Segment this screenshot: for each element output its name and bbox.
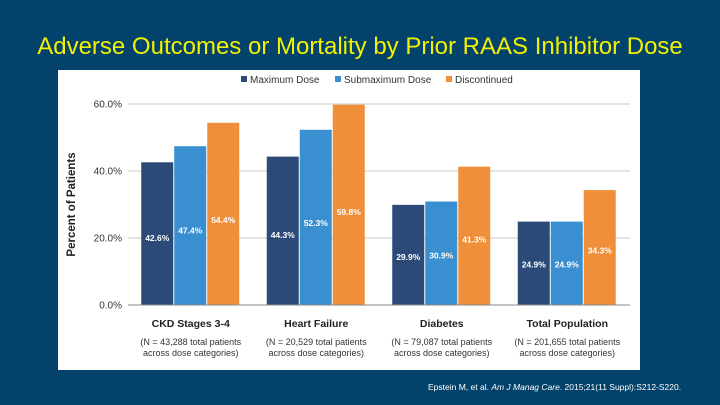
bar-data-label: 24.9% — [555, 259, 580, 269]
x-category-note-line1: (N = 79,087 total patients — [391, 337, 492, 347]
y-tick-label: 20.0% — [94, 234, 122, 245]
legend-swatch-2 — [446, 76, 452, 82]
bar-data-label: 44.3% — [271, 230, 296, 240]
x-category-note-line1: (N = 201,655 total patients — [514, 337, 620, 347]
bar-2-0 — [207, 122, 240, 305]
y-tick-label: 0.0% — [99, 301, 122, 312]
legend-label-1: Submaximum Dose — [344, 75, 432, 86]
x-category-label: CKD Stages 3-4 — [152, 318, 230, 330]
bar-data-label: 41.3% — [462, 235, 487, 245]
slide-title: Adverse Outcomes or Mortality by Prior R… — [37, 33, 683, 60]
x-category-note-line2: across dose categories) — [519, 348, 615, 358]
bar-data-label: 47.4% — [178, 226, 203, 236]
bar-1-1 — [299, 129, 332, 305]
bar-2-3 — [583, 190, 616, 305]
bar-data-label: 52.3% — [304, 218, 329, 228]
bar-data-label: 30.9% — [429, 250, 454, 260]
x-category-label: Diabetes — [420, 318, 464, 330]
bar-1-0 — [174, 146, 207, 305]
bar-0-3 — [517, 221, 550, 305]
legend-swatch-0 — [241, 76, 247, 82]
y-tick-label: 40.0% — [94, 167, 122, 178]
bar-data-label: 54.4% — [211, 215, 236, 225]
chart-panel: Maximum Dose Submaximum Dose Discontinued 0… — [58, 70, 640, 370]
legend-label-0: Maximum Dose — [250, 75, 320, 86]
x-category-note-line2: across dose categories) — [394, 348, 490, 358]
bar-1-3 — [550, 221, 583, 305]
citation: Epstein M, et al. Am J Manag Care. 2015;… — [428, 382, 681, 392]
legend-swatch-1 — [335, 76, 341, 82]
y-tick-label: 60.0% — [94, 100, 122, 111]
x-category-label: Total Population — [527, 318, 608, 330]
bar-data-label: 29.9% — [396, 252, 421, 262]
citation-details: . 2015;21(11 Suppl):S212-S220. — [559, 382, 682, 392]
bar-0-2 — [392, 204, 425, 305]
citation-authors: Epstein M, et al. — [428, 382, 492, 392]
x-category-note-line2: across dose categories) — [268, 348, 364, 358]
y-axis-label: Percent of Patients — [66, 152, 78, 256]
citation-journal: Am J Manag Care — [491, 382, 560, 392]
bar-2-2 — [458, 166, 491, 305]
x-category-note-line2: across dose categories) — [143, 348, 239, 358]
legend-label-2: Discontinued — [455, 75, 513, 86]
bar-0-1 — [266, 156, 299, 305]
bar-data-label: 42.6% — [145, 233, 170, 243]
bar-data-label: 34.3% — [588, 245, 613, 255]
bar-data-label: 24.9% — [522, 259, 547, 269]
bar-2-1 — [332, 104, 365, 305]
x-category-label: Heart Failure — [284, 318, 348, 330]
bar-1-2 — [425, 201, 458, 305]
x-category-note-line1: (N = 20,529 total patients — [266, 337, 367, 347]
bar-chart: Maximum Dose Submaximum Dose Discontinued 0… — [66, 75, 630, 358]
x-category-note-line1: (N = 43,288 total patients — [140, 337, 241, 347]
bar-0-0 — [141, 162, 174, 305]
bar-data-label: 59.8% — [337, 207, 362, 217]
